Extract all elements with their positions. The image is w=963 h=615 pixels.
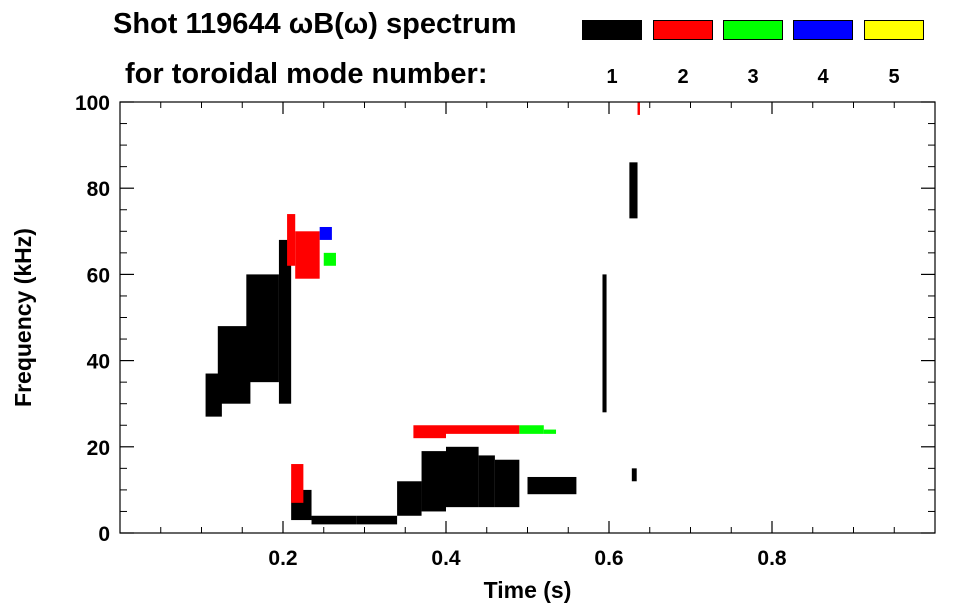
mode-1-region — [397, 481, 422, 516]
mode-1-region — [421, 451, 446, 512]
legend-label-mode-5: 5 — [888, 66, 900, 88]
mode-1-region — [494, 459, 520, 508]
mode-3-region — [519, 425, 544, 434]
mode-3-region — [543, 429, 557, 434]
y-tick-label: 40 — [87, 351, 110, 374]
legend-swatch-mode-3 — [723, 20, 783, 40]
y-tick-label: 0 — [98, 523, 110, 546]
legend-label-mode-3: 3 — [747, 66, 759, 88]
y-axis-title: Frequency (kHz) — [10, 228, 36, 407]
x-axis-title: Time (s) — [484, 577, 572, 603]
plot-frame — [119, 101, 936, 534]
y-tick-label: 60 — [87, 264, 110, 287]
y-tick-label: 100 — [75, 92, 110, 115]
mode-1-region — [629, 162, 638, 219]
x-tick-label: 0.8 — [757, 547, 787, 570]
mode-1-region — [527, 476, 577, 495]
mode-2-region — [446, 425, 520, 434]
mode-1-region — [217, 326, 251, 404]
mode-1-region — [602, 274, 607, 413]
legend-swatch-mode-4 — [793, 20, 853, 40]
mode-4-region — [319, 226, 332, 240]
mode-1-region — [631, 468, 637, 482]
chart-title: Shot 119644 ωB(ω) spectrum — [113, 8, 517, 40]
legend-swatch-mode-1 — [582, 20, 642, 40]
mode-1-region — [356, 515, 398, 525]
mode-1-region — [446, 446, 479, 508]
y-tick-label: 20 — [87, 437, 110, 460]
mode-3-region — [323, 252, 336, 266]
mode-1-region — [246, 274, 279, 383]
legend-label-mode-1: 1 — [606, 66, 618, 88]
mode-1-region — [311, 515, 357, 525]
mode-2-region — [413, 425, 446, 439]
legend-swatch-mode-2 — [653, 20, 713, 40]
legend-label-mode-2: 2 — [677, 66, 689, 88]
mode-2-region — [287, 214, 296, 266]
mode-2-region — [295, 231, 320, 279]
legend-title: for toroidal mode number: — [125, 58, 488, 90]
x-tick-label: 0.6 — [594, 547, 623, 570]
mode-2-region — [291, 464, 304, 503]
mode-2-region — [637, 102, 640, 115]
mode-1-region — [478, 455, 495, 508]
legend-swatch-mode-5 — [864, 20, 924, 40]
y-tick-label: 80 — [87, 178, 110, 201]
legend-label-mode-4: 4 — [817, 66, 829, 88]
x-tick-label: 0.4 — [431, 547, 461, 570]
x-tick-label: 0.2 — [268, 547, 297, 570]
mode-1-region — [278, 239, 292, 404]
